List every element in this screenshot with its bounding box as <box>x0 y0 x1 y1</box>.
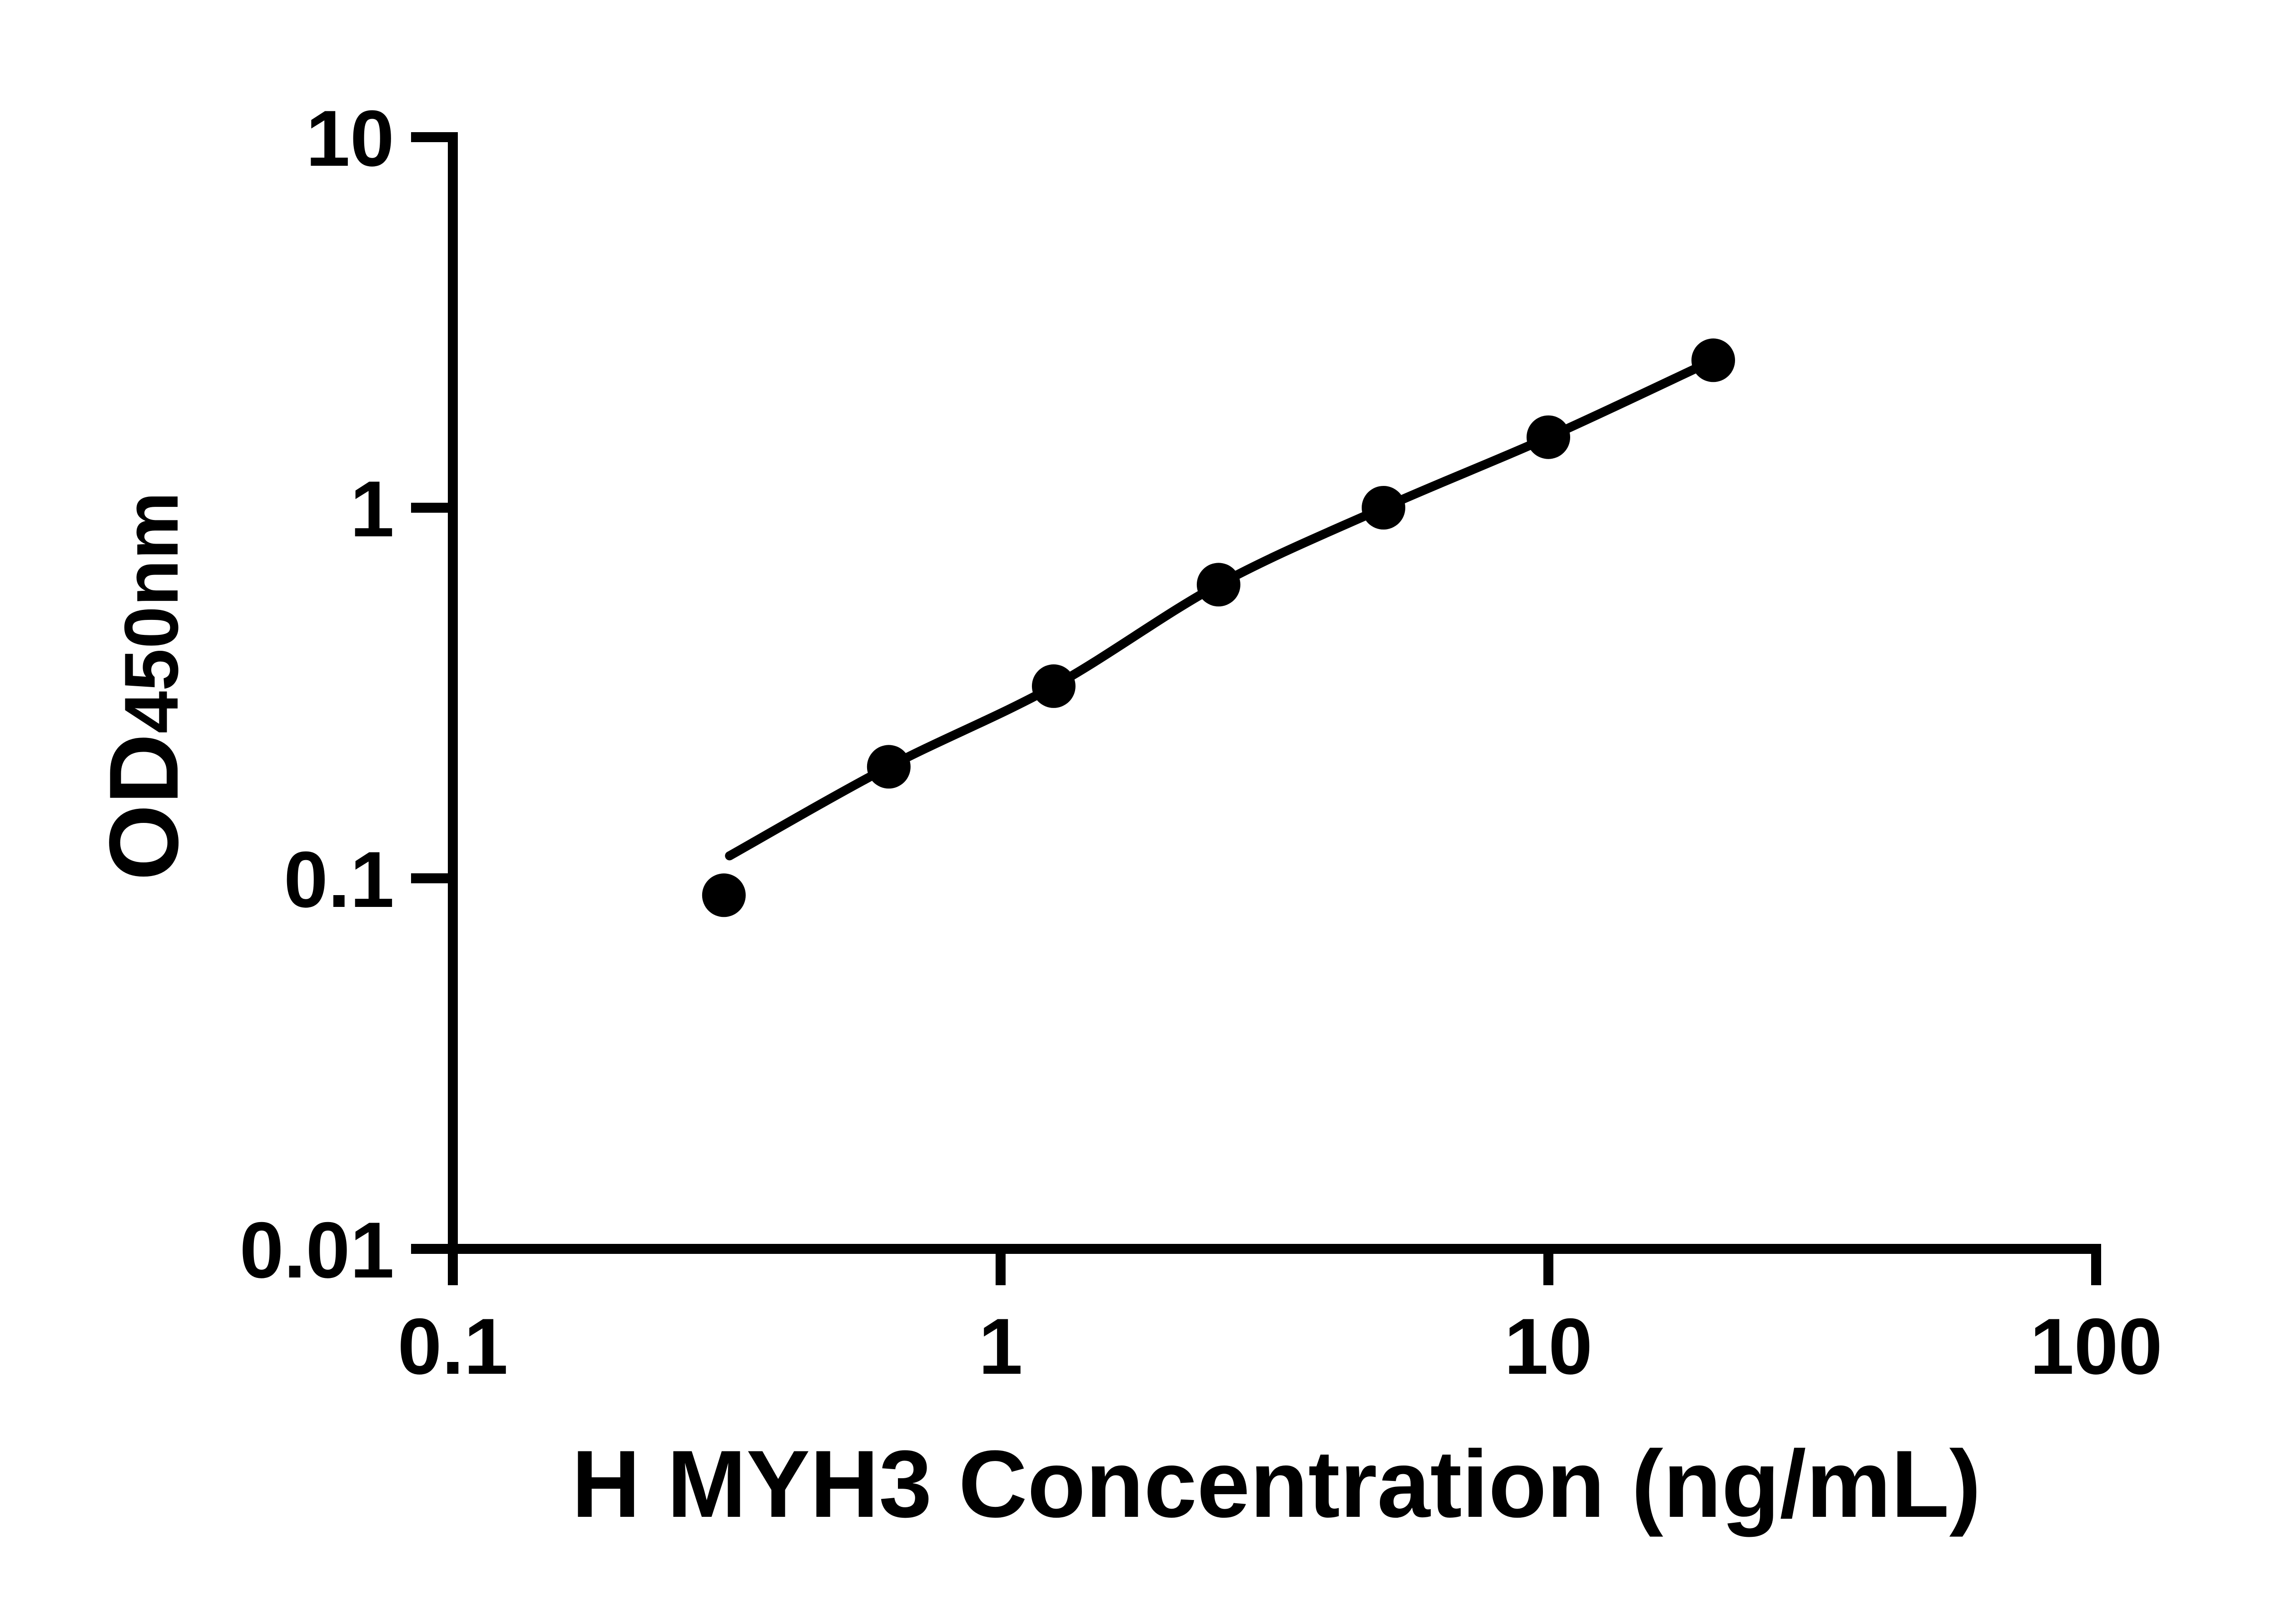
data-point <box>702 873 746 917</box>
x-tick-label-0.1: 0.1 <box>397 1302 508 1391</box>
data-points <box>702 338 1735 917</box>
y-tick-label-0.1: 0.1 <box>284 836 394 924</box>
y-axis-title: OD450nm <box>89 492 198 881</box>
x-tick-labels: 0.1 1 10 100 <box>397 1302 2162 1391</box>
y-tick-label-10: 10 <box>306 94 394 183</box>
data-point <box>1527 415 1570 459</box>
x-axis-title: H MYH3 Concentration (ng/mL) <box>571 1431 1981 1537</box>
y-axis-title-base: OD <box>89 733 198 881</box>
y-tick-label-1: 1 <box>350 465 394 554</box>
data-point <box>1362 486 1405 530</box>
data-point <box>1196 563 1240 607</box>
data-point <box>867 745 911 789</box>
data-point <box>1691 338 1735 382</box>
x-tick-label-10: 10 <box>1504 1302 1593 1391</box>
y-axis-title-subscript: 450nm <box>109 492 194 733</box>
y-tick-labels: 10 1 0.1 0.01 <box>239 94 394 1295</box>
axes <box>411 132 2101 1285</box>
y-tick-label-0.01: 0.01 <box>239 1206 394 1295</box>
data-point <box>1031 664 1076 708</box>
x-tick-label-100: 100 <box>2030 1302 2162 1391</box>
x-tick-label-1: 1 <box>978 1302 1022 1391</box>
